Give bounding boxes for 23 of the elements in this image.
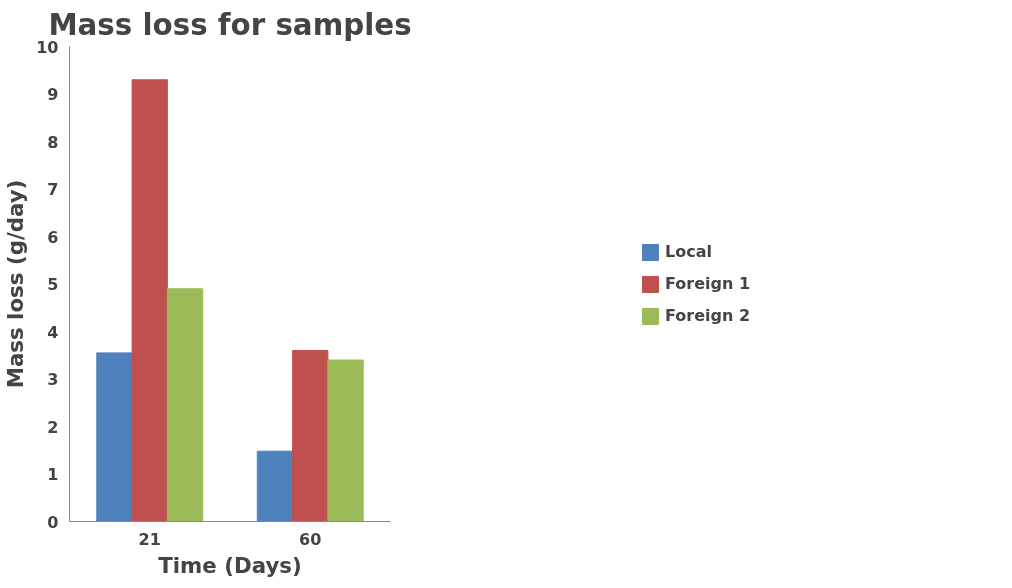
x-tick-label: 60 — [299, 529, 322, 549]
y-tick-label: 7 — [47, 180, 59, 199]
y-axis-title: Mass loss (g/day) — [3, 179, 29, 389]
y-tick-label: 9 — [47, 85, 59, 104]
y-tick-label: 5 — [47, 275, 59, 294]
y-tick-label: 6 — [47, 227, 59, 247]
bar — [96, 352, 133, 522]
legend-label: Local — [664, 242, 712, 261]
bar — [292, 350, 329, 522]
y-tick-label: 1 — [47, 465, 59, 484]
y-tick-label: 4 — [47, 322, 59, 342]
x-axis-title: Time (Days) — [158, 552, 302, 578]
bar — [166, 288, 204, 522]
y-tick-label: 8 — [47, 132, 59, 152]
bar — [131, 79, 168, 522]
legend-label: Foreign 1 — [664, 274, 751, 293]
legend-label: Foreign 2 — [664, 306, 751, 325]
bar — [327, 359, 364, 522]
y-tick-label: 3 — [47, 370, 59, 389]
y-tick-label: 2 — [47, 417, 59, 437]
y-tick-label: 0 — [47, 512, 59, 532]
bar — [256, 450, 294, 522]
x-tick-label: 21 — [138, 529, 161, 549]
